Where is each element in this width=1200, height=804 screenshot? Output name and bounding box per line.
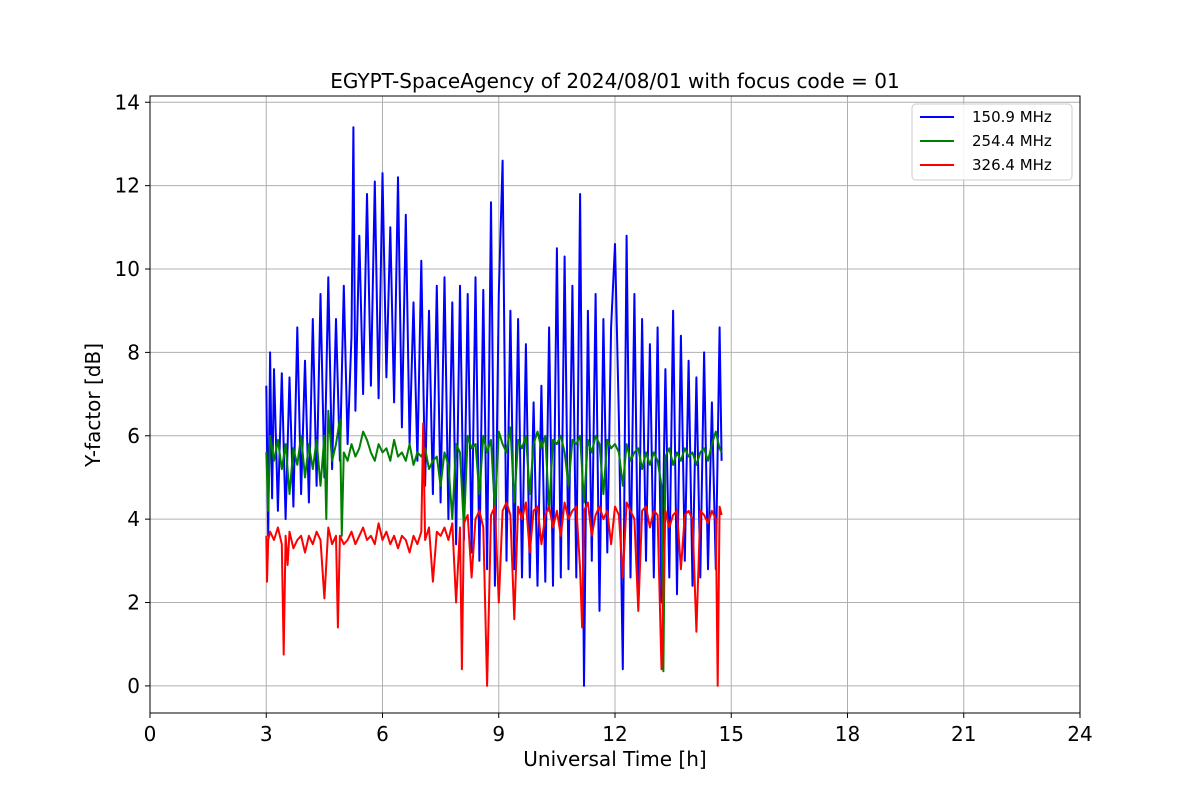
legend-label-3: 326.4 MHz: [972, 156, 1052, 174]
x-tick-label: 9: [492, 722, 505, 746]
x-tick-label: 24: [1067, 722, 1092, 746]
legend-label-1: 150.9 MHz: [972, 108, 1052, 126]
series-line-3: [265, 422, 723, 687]
y-tick-label: 8: [127, 340, 140, 364]
x-tick-label: 6: [376, 722, 389, 746]
y-tick-label: 2: [127, 591, 140, 615]
x-tick-label: 12: [602, 722, 627, 746]
y-tick-label: 4: [127, 507, 140, 531]
y-tick-label: 6: [127, 424, 140, 448]
x-tick-label: 3: [260, 722, 273, 746]
series-line-2: [265, 409, 723, 673]
y-axis-label: Y-factor [dB]: [81, 343, 105, 468]
legend-box: [911, 103, 1073, 181]
x-tick-label: 21: [951, 722, 976, 746]
y-tick-label: 10: [115, 257, 140, 281]
legend: 150.9 MHz 254.4 MHz 326.4 MHz: [911, 103, 1073, 181]
chart-title: EGYPT-SpaceAgency of 2024/08/01 with foc…: [330, 69, 899, 93]
x-tick-label: 15: [719, 722, 744, 746]
x-tick-label: 0: [144, 722, 157, 746]
series-line-1: [265, 126, 723, 687]
y-tick-label: 12: [115, 174, 140, 198]
series-group: [265, 126, 723, 687]
x-axis-label: Universal Time [h]: [523, 747, 706, 771]
x-tick-label: 18: [835, 722, 860, 746]
legend-label-2: 254.4 MHz: [972, 132, 1052, 150]
y-tick-label: 0: [127, 674, 140, 698]
y-tick-label: 14: [115, 90, 140, 114]
